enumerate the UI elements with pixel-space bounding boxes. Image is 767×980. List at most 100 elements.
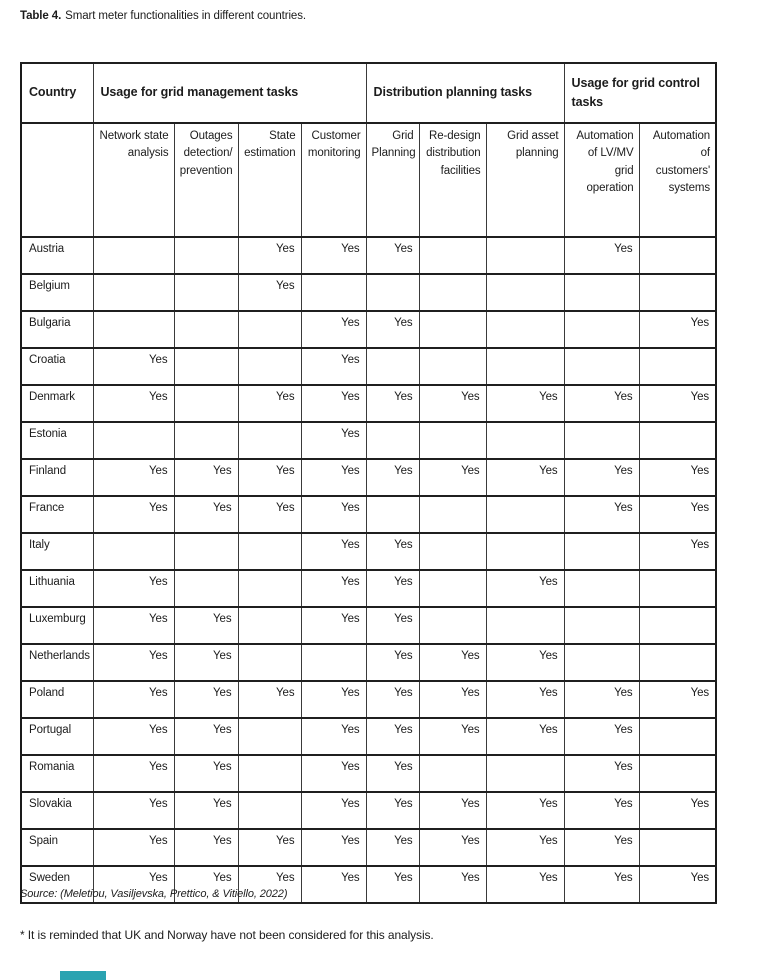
value-cell: Yes [485,865,565,904]
column-header-cell: Automation of customers' systems [638,122,717,238]
table-row: Denmark Yes Yes Yes Yes Yes Yes Yes Yes [20,384,717,423]
value-cell: Yes [418,828,487,867]
value-cell [237,717,302,756]
table-row: Italy Yes Yes Yes [20,532,717,571]
value-cell: Yes [237,273,302,312]
column-header-cell: Customer monitoring [300,122,367,238]
group-header-row: Country Usage for grid management tasks Di… [20,62,717,124]
table-row: Finland Yes Yes Yes Yes Yes Yes Yes Yes Yes [20,458,717,497]
value-cell: Yes [173,717,239,756]
country-cell: Austria [20,236,94,275]
value-cell: Yes [237,495,302,534]
value-cell: Yes [418,384,487,423]
column-header-cell: State estimation [237,122,302,238]
value-cell: Yes [638,495,717,534]
value-cell [418,569,487,608]
value-cell: Yes [638,458,717,497]
column-header-cell [20,122,94,238]
value-cell: Yes [173,680,239,719]
value-cell: Yes [300,865,367,904]
country-cell: Croatia [20,347,94,386]
value-cell: Yes [300,310,367,349]
value-cell [173,532,239,571]
table-row: Netherlands Yes Yes Yes Yes Yes [20,643,717,682]
value-cell [638,273,717,312]
value-cell: Yes [485,828,565,867]
value-cell: Yes [300,458,367,497]
value-cell [173,421,239,460]
value-cell [563,421,640,460]
value-cell: Yes [485,384,565,423]
value-cell [300,643,367,682]
value-cell [563,347,640,386]
value-cell: Yes [300,236,367,275]
table-row: Bulgaria Yes Yes Yes [20,310,717,349]
column-header-cell: Automation of LV/MV grid operation [563,122,640,238]
table-caption: Table 4. Smart meter functionalities in d… [20,10,306,22]
value-cell: Yes [365,458,420,497]
value-cell: Yes [237,865,302,904]
value-cell [418,754,487,793]
value-cell [563,273,640,312]
table-row: Belgium Yes [20,273,717,312]
value-cell [173,310,239,349]
table-caption-label: Table 4. [20,10,62,22]
value-cell: Yes [173,643,239,682]
value-cell: Yes [300,569,367,608]
country-cell: Romania [20,754,94,793]
value-cell [638,421,717,460]
value-cell: Yes [365,532,420,571]
value-cell [563,569,640,608]
value-cell: Yes [92,458,175,497]
value-cell [418,273,487,312]
country-cell: Bulgaria [20,310,94,349]
value-cell: Yes [92,865,175,904]
value-cell: Yes [92,643,175,682]
value-cell: Yes [92,680,175,719]
value-cell: Yes [485,569,565,608]
value-cell [418,495,487,534]
value-cell [92,236,175,275]
value-cell [638,606,717,645]
value-cell: Yes [300,754,367,793]
value-cell: Yes [638,532,717,571]
value-cell: Yes [92,495,175,534]
country-cell: France [20,495,94,534]
value-cell [92,421,175,460]
value-cell [638,569,717,608]
value-cell: Yes [300,606,367,645]
value-cell: Yes [173,828,239,867]
value-cell [237,569,302,608]
country-cell: Slovakia [20,791,94,830]
value-cell: Yes [418,643,487,682]
column-header-cell: Outages detection/ prevention [173,122,239,238]
column-header-cell: Network state analysis [92,122,175,238]
value-cell: Yes [365,754,420,793]
value-cell [237,532,302,571]
value-cell [485,532,565,571]
value-cell: Yes [563,458,640,497]
value-cell [365,347,420,386]
value-cell [365,495,420,534]
value-cell [237,643,302,682]
value-cell [365,421,420,460]
value-cell: Yes [173,754,239,793]
value-cell [418,310,487,349]
value-cell: Yes [563,791,640,830]
value-cell: Yes [300,828,367,867]
value-cell: Yes [365,828,420,867]
country-cell: Sweden [20,865,94,904]
smart-meter-table: Country Usage for grid management tasks Di… [20,62,718,904]
column-header-cell: Grid Planning [365,122,420,238]
value-cell: Yes [92,347,175,386]
source-note: Source: (Meletiou, Vasiljevska, Prettico… [20,888,288,900]
value-cell: Yes [92,754,175,793]
value-cell: Yes [485,680,565,719]
value-cell [485,495,565,534]
value-cell [563,310,640,349]
value-cell [300,273,367,312]
value-cell: Yes [485,717,565,756]
value-cell [563,532,640,571]
table-row: Austria Yes Yes Yes Yes [20,236,717,275]
value-cell: Yes [237,384,302,423]
